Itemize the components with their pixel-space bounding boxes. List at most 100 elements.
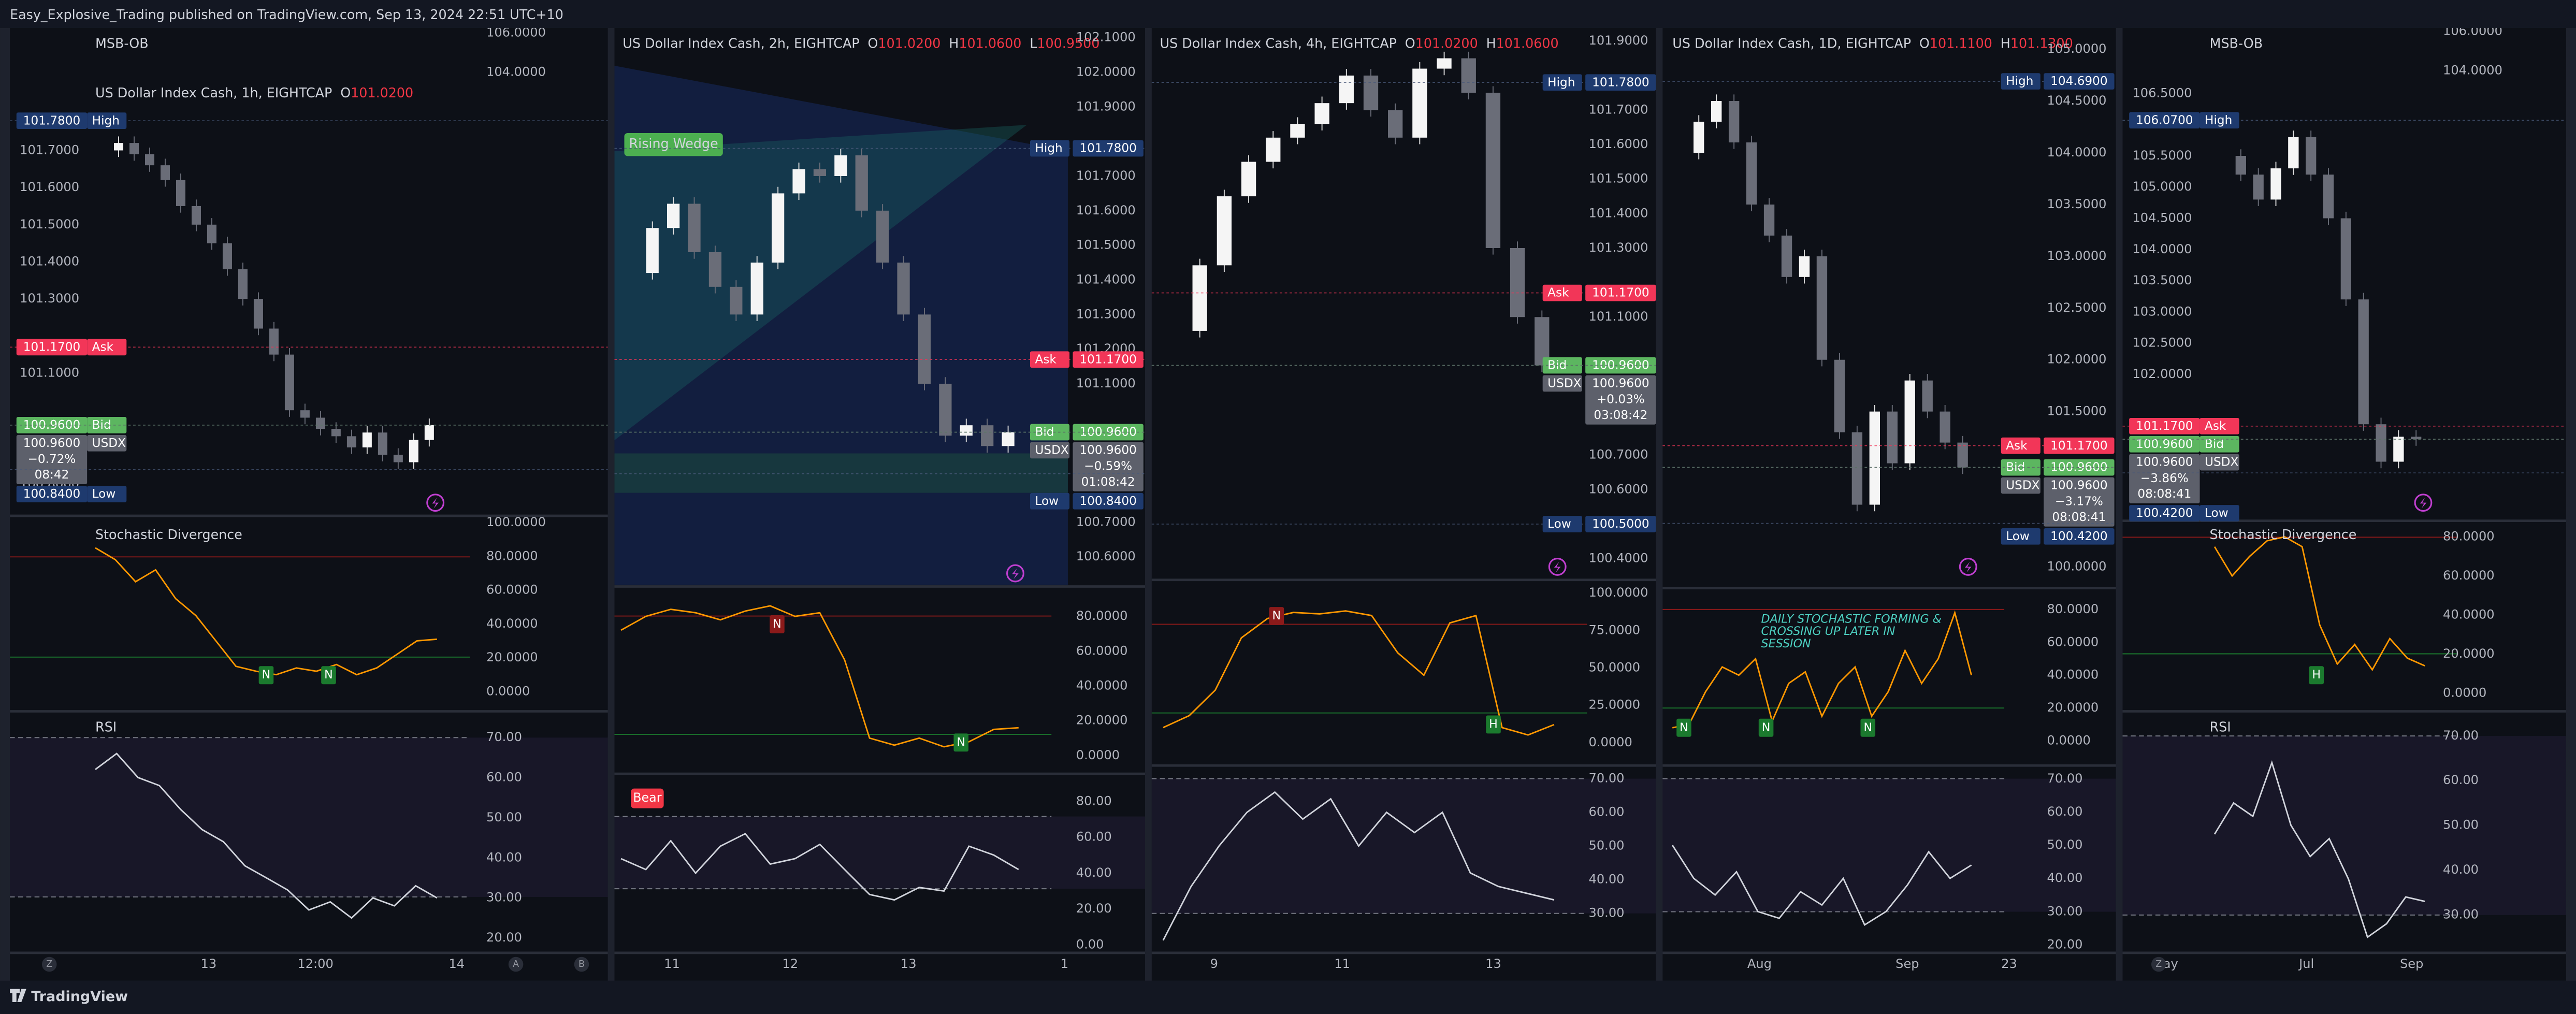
note-line: CROSSING UP LATER IN (1761, 625, 1895, 638)
marker-tag-box (2199, 505, 2239, 522)
axis-tick-label: 60.00 (486, 770, 522, 784)
axis-tick-label: 40.00 (1076, 865, 1112, 880)
marker-tag: Low (92, 487, 116, 501)
candle (667, 204, 680, 228)
marker-tag-box (2199, 436, 2239, 453)
axis-tick-label: 70.00 (2443, 728, 2479, 743)
axis-tick-label: 101.3000 (1589, 240, 1648, 255)
marker-value-box (2129, 505, 2200, 522)
candle (1002, 432, 1015, 446)
marker-time: 08:08:41 (2052, 511, 2106, 524)
candle (2358, 299, 2369, 425)
candle (331, 429, 341, 437)
axis-tick-label: 70.00 (2047, 771, 2083, 786)
time-label: 13 (1485, 957, 1501, 971)
axis-tick-label: 106.5000 (2132, 85, 2192, 100)
marker-tag: Ask (2205, 419, 2226, 433)
marker-value-box (1073, 140, 1144, 157)
rsi-line (2213, 760, 2425, 938)
candle (918, 314, 931, 384)
axis-tick-label: 105.0000 (2132, 179, 2192, 194)
ohlc-value: 101.0200 (878, 36, 940, 51)
ohlc-key: H (949, 36, 959, 51)
axis-tick-label: 40.00 (2047, 871, 2083, 885)
panel-bg (1151, 27, 1656, 981)
ohlc-key: O (340, 85, 351, 100)
marker-tag: Low (1547, 517, 1571, 531)
axis-tick-label: 102.5000 (2132, 336, 2192, 350)
candle (939, 383, 952, 436)
signal-label: N (1272, 609, 1281, 622)
marker-time: 01:08:42 (1081, 475, 1135, 489)
bolt-glyph (1012, 568, 1019, 580)
candle (1799, 256, 1810, 277)
marker-value-box (2044, 437, 2115, 454)
marker-change: −3.17% (2055, 495, 2103, 509)
bolt-glyph (1964, 561, 1972, 573)
marker-value: 101.1700 (1079, 353, 1136, 366)
candle (114, 143, 124, 151)
candle (238, 269, 248, 299)
marker-tag-box (87, 112, 127, 129)
marker-change: −3.86% (2140, 472, 2189, 485)
candle (2393, 437, 2404, 462)
axis-tick-label: 60.00 (1589, 805, 1625, 819)
ohlc-value: 100.9500 (1037, 36, 1099, 51)
marker-tag-box (2001, 477, 2040, 494)
rsi-line (1162, 791, 1555, 941)
time-label: Jul (2298, 957, 2314, 971)
candle (315, 417, 325, 429)
axis-tick-label: 101.6000 (1076, 203, 1136, 218)
axis-tick-label: 80.0000 (2047, 602, 2099, 616)
marker-tag: Ask (1547, 286, 1569, 300)
signal-box (770, 615, 785, 633)
marker-tag-box (2199, 112, 2239, 129)
signal-label: N (773, 617, 782, 631)
candle (1746, 142, 1757, 205)
ohlc-key: O (1919, 36, 1930, 51)
candle (393, 455, 403, 462)
marker-value: 101.7800 (1592, 76, 1649, 89)
marker-tag: Ask (1035, 353, 1057, 366)
axis-tick-label: 103.5000 (2047, 197, 2107, 211)
candle (1461, 58, 1476, 93)
axis-tick-label: 0.0000 (2443, 686, 2486, 700)
axis-tick-label: 101.6000 (20, 180, 79, 194)
marker-tag: High (2006, 75, 2033, 88)
symbol-name: US Dollar Index Cash, 1h, EIGHTCAP (95, 85, 332, 100)
marker-tag-box (2199, 454, 2239, 471)
axis-tick-label: 102.0000 (1076, 64, 1136, 79)
axis-tick-label: 80.00 (1076, 793, 1112, 808)
candle (1834, 359, 1845, 432)
candle (1339, 75, 1354, 104)
signal-box (1269, 607, 1284, 625)
candle (1816, 256, 1828, 360)
axis-tick-label: 101.3000 (20, 291, 79, 306)
axis-tick-label: 101.1000 (1589, 309, 1648, 324)
candle (346, 436, 356, 447)
stoch-title: Stochastic Divergence (95, 527, 242, 542)
ohlc-value: 101.1100 (1930, 36, 1992, 51)
marker-tag-box (1542, 74, 1582, 91)
axis-tick-label: 101.7000 (1076, 168, 1136, 183)
time-label: 12 (783, 957, 799, 971)
marker-value: 100.9600 (1592, 377, 1649, 390)
axis-tick-label: 100.7000 (1076, 514, 1136, 529)
axis-tick-label: 20.00 (1076, 901, 1112, 916)
candle (897, 263, 910, 315)
ohlc-key: L (1030, 36, 1037, 51)
axis-tick-label: 50.0000 (1589, 660, 1641, 674)
panel: Rising Wedge US Dollar Index Cash, 2h, EI… (614, 27, 1146, 981)
marker-value: 100.5000 (1592, 517, 1649, 531)
marker-tag: Ask (92, 340, 114, 354)
axis-tick-label: 80.0000 (2443, 529, 2495, 544)
note-line: SESSION (1761, 637, 1811, 650)
marker-value: 101.1700 (23, 340, 80, 354)
candle (1694, 122, 1704, 153)
button-label: B (578, 959, 585, 969)
candle (2288, 137, 2299, 169)
candle (2411, 437, 2422, 440)
candle (2306, 137, 2317, 175)
ohlc-value: 101.1300 (2010, 36, 2073, 51)
axis-tick-label: 100.6000 (1589, 482, 1648, 496)
